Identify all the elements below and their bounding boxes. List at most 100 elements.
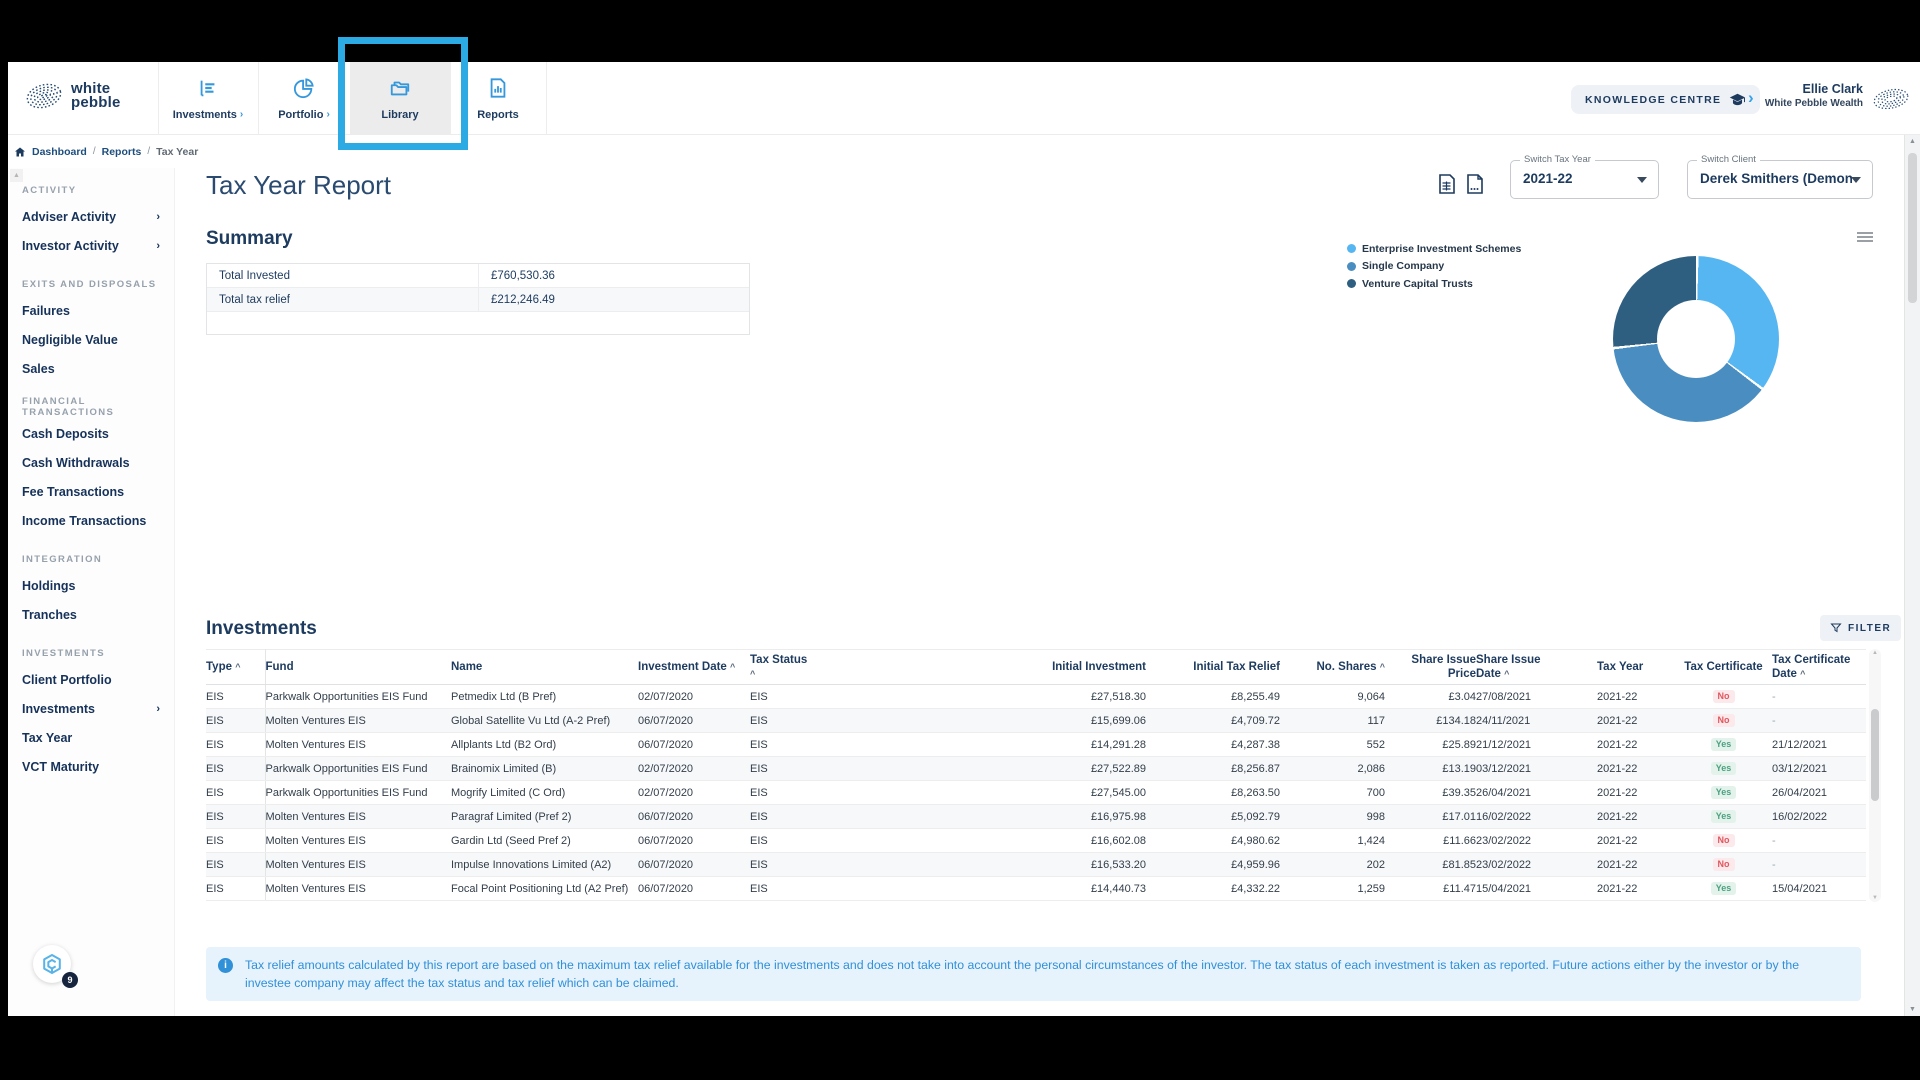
table-cell: 06/07/2020 [638,876,750,901]
chart-context-menu-icon[interactable] [1857,232,1873,244]
user-menu-chevron-icon[interactable]: › [1748,88,1754,107]
nav-item-label: Investments [172,108,237,121]
sidebar: ACTIVITY Adviser Activity › Investor Activi… [8,168,175,1016]
column-header[interactable]: Tax Certificate Date ^ [1772,649,1866,685]
table-cell: £39.35 [1385,780,1476,805]
sidebar-item-cash-deposits[interactable]: Cash Deposits [8,419,174,448]
summary-row-value: £760,530.36 [491,269,555,282]
logo-word-1: white [71,79,111,97]
table-cell: EIS [750,828,830,853]
sidebar-item-investments[interactable]: Investments › [8,694,174,723]
sidebar-item-tax-year[interactable]: Tax Year [8,723,174,752]
legend-label: Enterprise Investment Schemes [1362,242,1522,255]
table-cell: £16,975.98 [830,804,1146,829]
knowledge-centre-button[interactable]: KNOWLEDGE CENTRE [1571,85,1761,114]
column-header[interactable]: Tax Status ^ [750,649,830,685]
page-scrollbar-thumb[interactable] [1908,153,1917,303]
table-cell: Yes [1675,756,1772,781]
page-scrollbar[interactable]: ▲ ▼ [1904,135,1920,1016]
chevron-right-icon: › [239,109,244,120]
table-cell: EIS [206,804,266,829]
chevron-down-icon [1851,177,1861,183]
column-header[interactable]: Investment Date ^ [638,649,750,685]
legend-label: Single Company [1362,260,1445,273]
sidebar-item-adviser-activity[interactable]: Adviser Activity › [8,202,174,231]
table-cell: 06/07/2020 [638,852,750,877]
tax-certificate-badge: Yes [1710,810,1737,823]
column-header[interactable]: No. Shares ^ [1280,649,1385,685]
switch-tax-year-select[interactable]: Switch Tax Year 2021-22 [1510,154,1659,199]
filter-button[interactable]: FILTER [1820,615,1902,641]
nav-item-investments[interactable]: Investments › [158,62,258,135]
sidebar-scroll-up-arrow[interactable]: ▲ [10,169,23,182]
table-cell: £11.66 [1385,828,1476,853]
breadcrumb-link-reports[interactable]: Reports [101,145,142,158]
sidebar-item-holdings[interactable]: Holdings [8,571,174,600]
sidebar-item-failures[interactable]: Failures [8,296,174,325]
sidebar-item-income-transactions[interactable]: Income Transactions [8,506,174,535]
legend-item[interactable]: Venture Capital Trusts [1347,275,1521,293]
column-header[interactable]: Fund [265,649,451,685]
table-cell: Parkwalk Opportunities EIS Fund [265,756,451,781]
table-row[interactable]: EIS Molten Ventures EIS Allplants Ltd (B2 … [206,732,1866,757]
tax-certificate-badge: Yes [1710,882,1737,895]
sidebar-item-label: Sales [22,361,55,376]
home-icon[interactable] [14,146,26,158]
table-cell: Yes [1675,732,1772,757]
table-cell: Molten Ventures EIS [265,876,451,901]
table-row[interactable]: EIS Molten Ventures EIS Paragraf Limited (… [206,804,1866,829]
nav-item-library[interactable]: Library [350,62,450,135]
sidebar-item-cash-withdrawals[interactable]: Cash Withdrawals [8,448,174,477]
table-cell: 24/11/2021 [1476,708,1597,733]
table-cell: Focal Point Positioning Ltd (A2 Pref) [451,876,638,901]
legend-item[interactable]: Single Company [1347,258,1521,276]
column-header[interactable]: Initial Tax Relief [1146,649,1280,685]
nav-item-reports[interactable]: Reports [450,62,546,135]
table-cell: EIS [750,708,830,733]
sidebar-item-sales[interactable]: Sales [8,354,174,383]
column-header[interactable]: Name [451,649,638,685]
column-header[interactable]: Type ^ [206,649,266,685]
table-cell: - [1772,684,1866,709]
column-header[interactable]: Tax Certificate [1675,649,1772,685]
switch-client-select[interactable]: Switch Client Derek Smithers (Demonst [1687,154,1873,199]
sidebar-item-vct-maturity[interactable]: VCT Maturity [8,752,174,781]
breadcrumb-link-dashboard[interactable]: Dashboard [32,145,87,158]
sidebar-item-label: Cash Deposits [22,426,109,441]
table-cell: £27,522.89 [830,756,1146,781]
table-row[interactable]: EIS Molten Ventures EIS Focal Point Positi… [206,876,1866,901]
column-header[interactable]: Initial Investment [830,649,1146,685]
sidebar-item-client-portfolio[interactable]: Client Portfolio [8,665,174,694]
table-scrollbar-thumb[interactable] [1871,709,1879,801]
page-title: Tax Year Report [206,170,392,200]
table-row[interactable]: EIS Parkwalk Opportunities EIS Fund Petmed… [206,684,1866,709]
sidebar-item-tranches[interactable]: Tranches [8,600,174,629]
sidebar-item-investor-activity[interactable]: Investor Activity › [8,231,174,260]
sidebar-item-fee-transactions[interactable]: Fee Transactions [8,477,174,506]
table-row[interactable]: EIS Molten Ventures EIS Gardin Ltd (Seed P… [206,828,1866,853]
disclaimer-text: Tax relief amounts calculated by this re… [245,958,1800,990]
column-header[interactable]: Share Issue Price [1385,649,1476,685]
table-cell: EIS [750,732,830,757]
column-header[interactable]: Tax Year [1597,649,1675,685]
legend-item[interactable]: Enterprise Investment Schemes [1347,240,1521,258]
sidebar-item-negligible-value[interactable]: Negligible Value [8,325,174,354]
table-row[interactable]: EIS Parkwalk Opportunities EIS Fund Mogrif… [206,780,1866,805]
chevron-right-icon: › [156,702,160,715]
table-cell: Yes [1675,780,1772,805]
table-row[interactable]: EIS Molten Ventures EIS Global Satellite V… [206,708,1866,733]
scroll-up-icon: ▲ [1872,650,1878,656]
table-row[interactable]: EIS Molten Ventures EIS Impulse Innovation… [206,852,1866,877]
export-pdf-button[interactable] [1466,174,1483,199]
sidebar-item-label: Cash Withdrawals [22,455,130,470]
user-account[interactable]: Ellie Clark White Pebble Wealth [1658,82,1863,109]
table-cell: EIS [206,732,266,757]
export-excel-button[interactable] [1438,174,1455,199]
sidebar-item-label: Negligible Value [22,332,118,347]
nav-separator [158,62,159,135]
table-scrollbar[interactable]: ▲ ▼ [1869,649,1881,902]
column-header[interactable]: Share Issue Date ^ [1476,649,1597,685]
nav-item-portfolio[interactable]: Portfolio › [258,62,350,135]
table-row[interactable]: EIS Parkwalk Opportunities EIS Fund Braino… [206,756,1866,781]
